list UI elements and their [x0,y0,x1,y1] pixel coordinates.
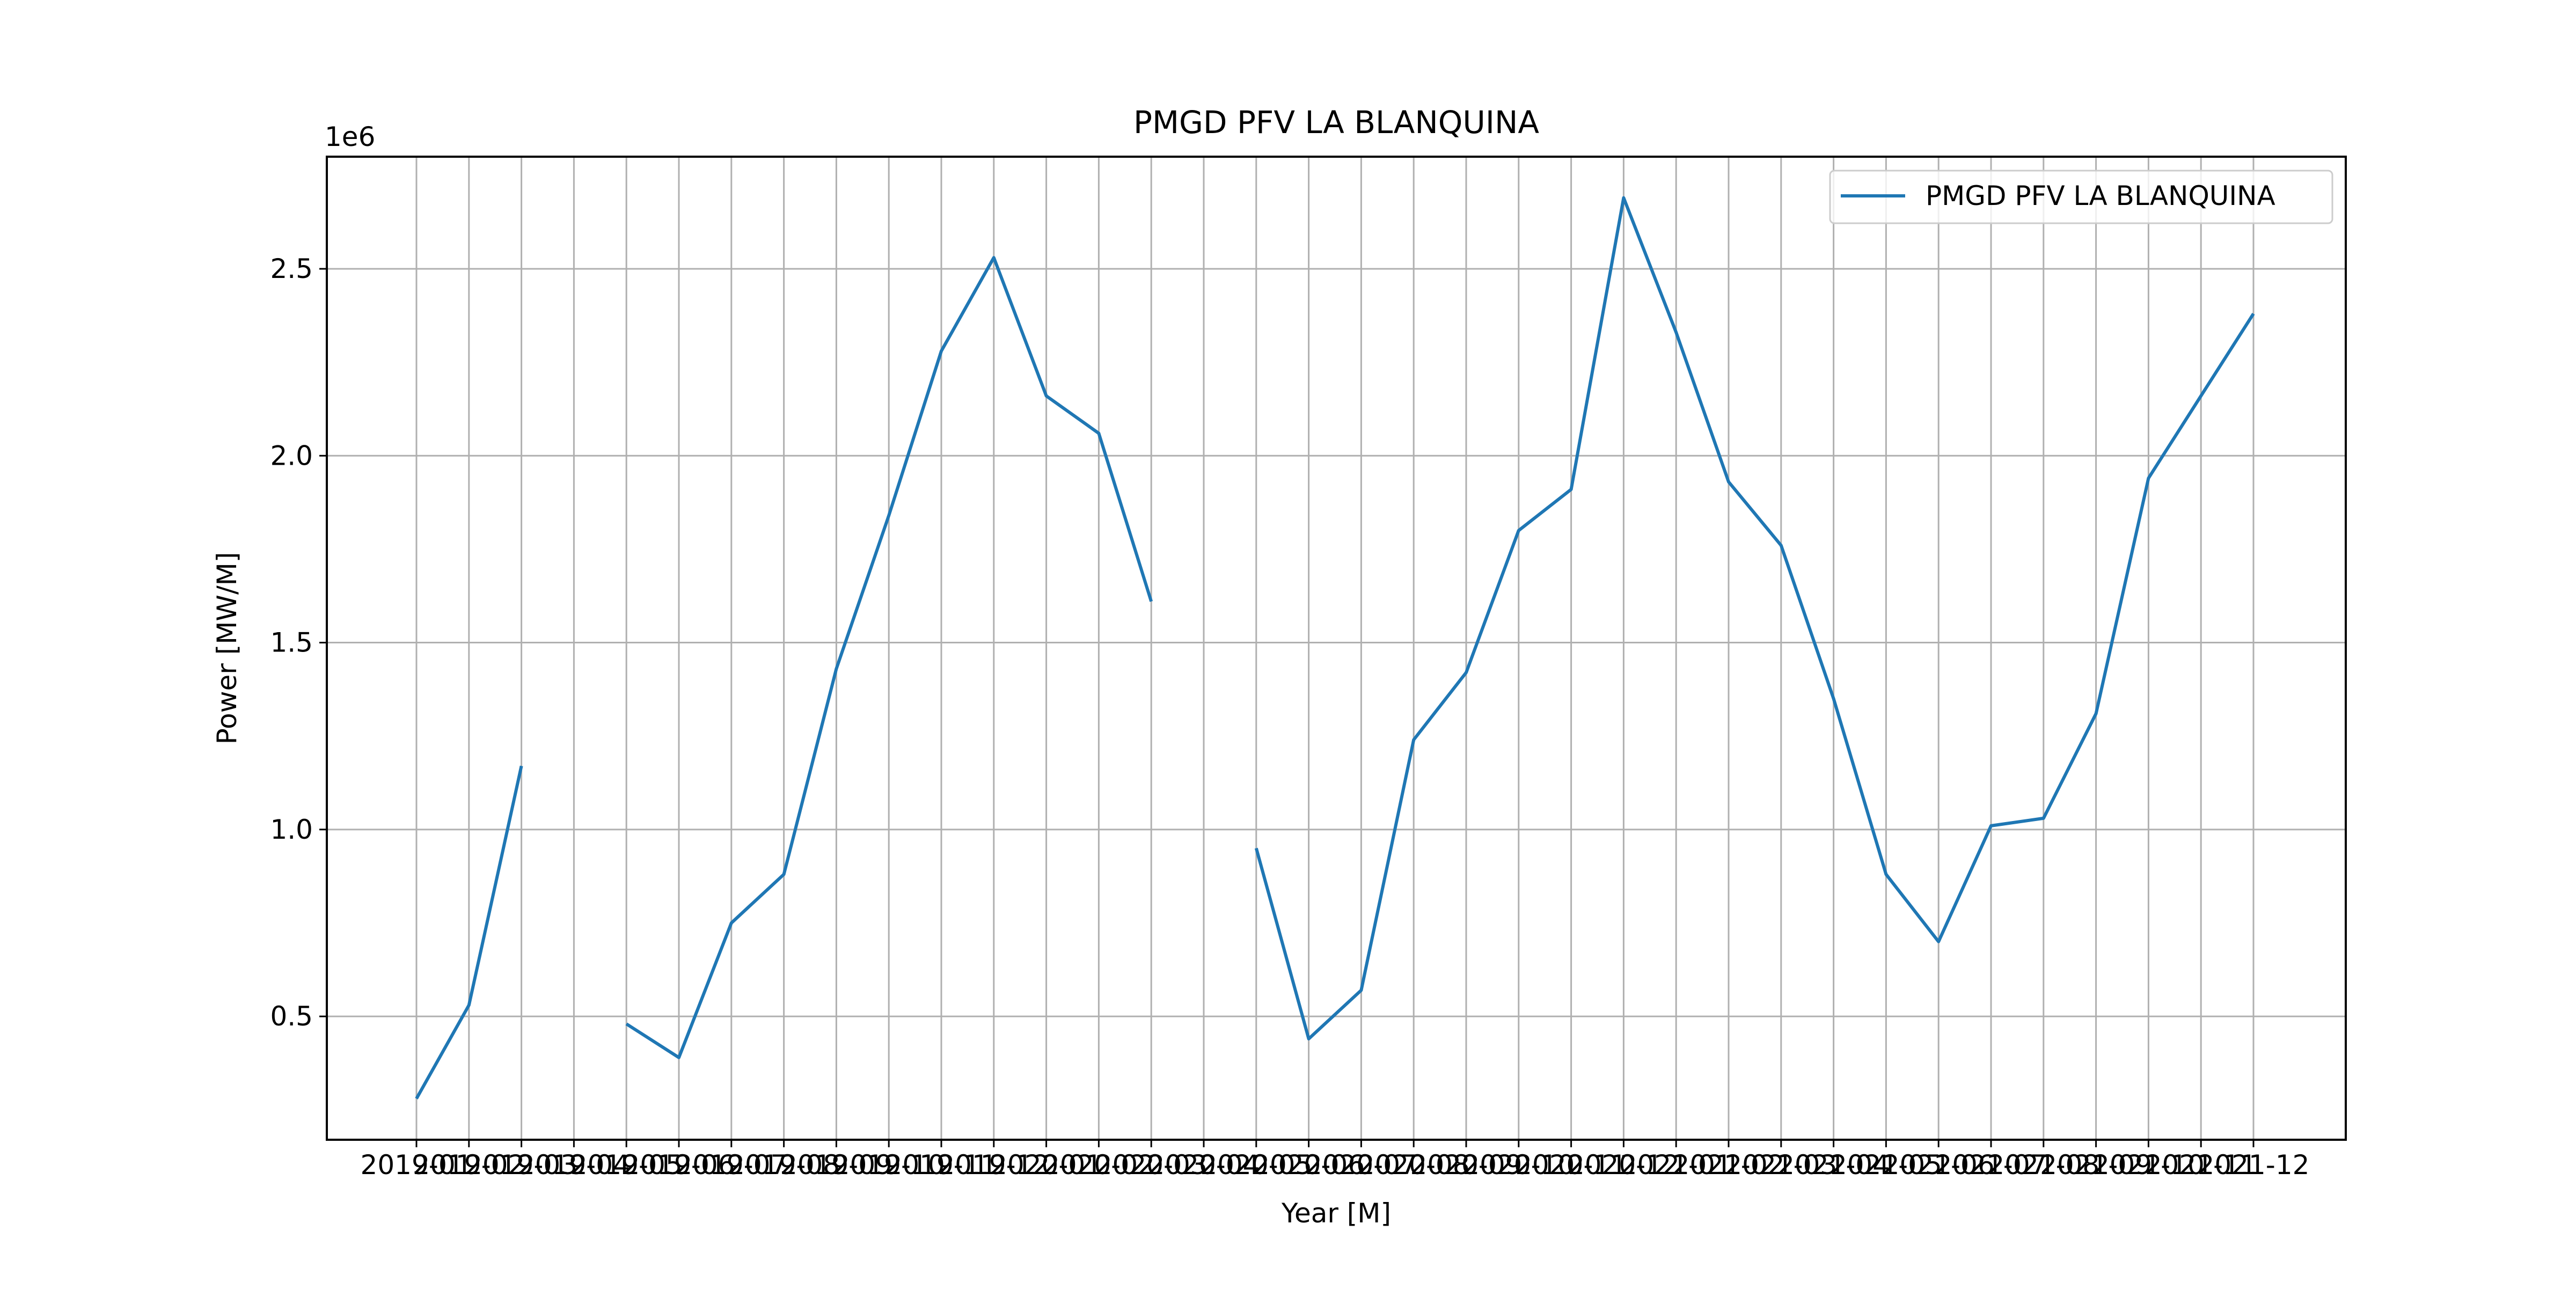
legend: PMGD PFV LA BLANQUINA [1829,170,2333,224]
x-tick-label: 2019-08 [728,1149,840,1181]
x-tick-label: 2019-12 [938,1149,1050,1181]
x-tick-label: 2021-10 [2092,1149,2205,1181]
x-tick-label: 2020-06 [1253,1149,1365,1181]
x-tick-label: 2021-03 [1725,1149,1837,1181]
x-tick-label: 2021-06 [1883,1149,1995,1181]
x-tick-label: 2019-06 [623,1149,735,1181]
x-tick-label: 2020-05 [1200,1149,1312,1181]
plot-frame [326,156,2347,1141]
x-tick-label: 2021-04 [1777,1149,1890,1181]
x-tick-label: 2020-09 [1410,1149,1523,1181]
x-tick-label: 2021-05 [1830,1149,1942,1181]
x-tick-label: 2019-07 [675,1149,787,1181]
series-line-segment [625,256,1153,1059]
grid [327,157,2346,1140]
x-tick-label: 2021-01 [1620,1149,1732,1181]
x-tick-label: 2019-04 [518,1149,630,1181]
series-lines [415,196,2255,1100]
x-tick-label: 2020-12 [1568,1149,1680,1181]
x-tick-label: 2019-10 [833,1149,945,1181]
x-tick-label: 2020-04 [1148,1149,1260,1181]
x-tick-label: 2020-03 [1095,1149,1208,1181]
x-tick-label: 2021-11 [2145,1149,2257,1181]
y-tick-label: 2.0 [270,440,313,471]
x-tick-label: 2019-09 [780,1149,892,1181]
legend-label: PMGD PFV LA BLANQUINA [1926,180,2275,211]
x-tick-label: 2020-01 [990,1149,1102,1181]
y-tick-label: 2.5 [270,253,313,284]
y-tick-label: 1.5 [270,627,313,658]
y-axis-ticks: 0.5 1.0 1.5 2.0 2.5 [270,253,327,1032]
x-axis-label: Year [M] [1281,1198,1391,1229]
x-tick-label: 2021-08 [1987,1149,2099,1181]
y-tick-label: 1.0 [270,814,313,845]
series-line-segment [1254,196,2255,1040]
x-tick-label: 2019-11 [885,1149,998,1181]
x-tick-label: 2020-07 [1305,1149,1417,1181]
y-tick-label: 0.5 [270,1001,313,1032]
x-tick-label: 2021-02 [1673,1149,1785,1181]
x-tick-label: 2019-01 [361,1149,473,1181]
series-line-segment [415,765,523,1100]
x-tick-label: 2020-11 [1515,1149,1627,1181]
x-tick-label: 2021-09 [2040,1149,2152,1181]
x-tick-label: 2020-02 [1043,1149,1155,1181]
x-tick-label: 2019-03 [465,1149,577,1181]
x-axis-ticks: 2019-012019-022019-032019-042019-052019-… [361,1140,2310,1181]
x-tick-label: 2021-12 [2198,1149,2310,1181]
y-multiplier-label: 1e6 [325,121,375,152]
x-tick-label: 2019-05 [570,1149,683,1181]
x-tick-label: 2019-02 [413,1149,525,1181]
x-tick-label: 2020-08 [1358,1149,1470,1181]
x-tick-label: 2020-10 [1462,1149,1575,1181]
legend-box [1829,170,2333,224]
chart-title: PMGD PFV LA BLANQUINA [1133,104,1539,141]
y-axis-label: Power [MW/M] [211,552,243,745]
x-tick-label: 2021-07 [1935,1149,2047,1181]
